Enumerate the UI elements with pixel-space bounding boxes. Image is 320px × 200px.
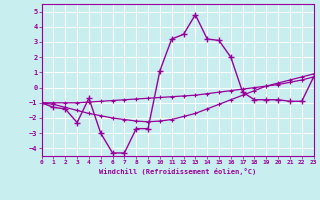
X-axis label: Windchill (Refroidissement éolien,°C): Windchill (Refroidissement éolien,°C) <box>99 168 256 175</box>
